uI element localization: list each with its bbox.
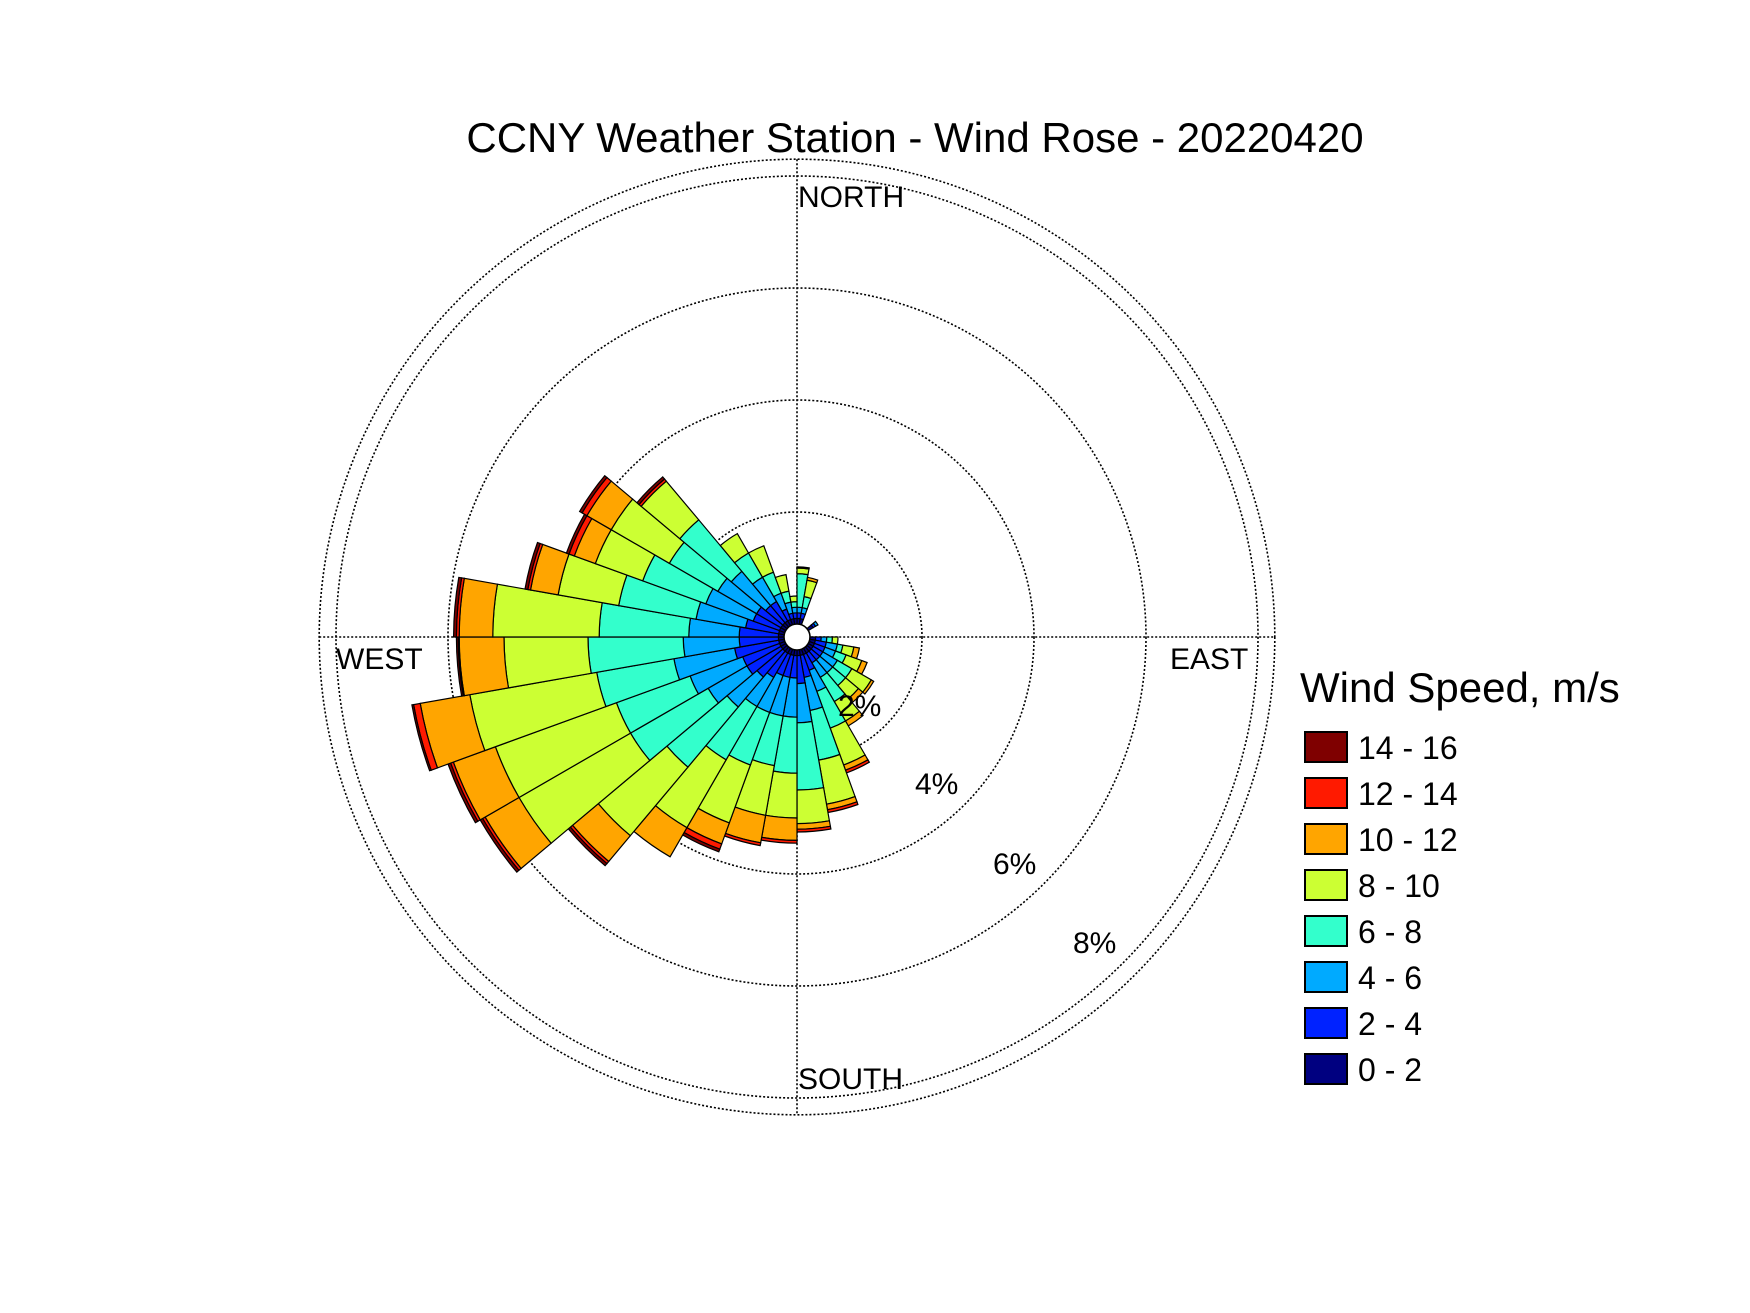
petal-185deg-bin-5 xyxy=(761,814,798,842)
petal-345deg-bin-4 xyxy=(774,573,790,594)
petal-285deg-bin-7 xyxy=(524,541,541,591)
legend-label-1: 12 - 14 xyxy=(1358,776,1458,812)
center-hole xyxy=(783,623,811,651)
ring-label-8: 8% xyxy=(1073,927,1116,960)
ring-label-6: 6% xyxy=(993,848,1036,881)
legend-label-2: 10 - 12 xyxy=(1358,822,1458,858)
label-north: NORTH xyxy=(798,181,904,214)
legend-swatch-1 xyxy=(1304,777,1348,809)
legend-swatch-3 xyxy=(1304,869,1348,901)
legend-swatch-5 xyxy=(1304,961,1348,993)
petal-335deg-bin-4 xyxy=(747,545,775,579)
legend-label-5: 4 - 6 xyxy=(1358,960,1422,996)
ring-label-4: 4% xyxy=(915,768,958,801)
petal-275deg-bin-5 xyxy=(458,577,499,638)
label-west: WEST xyxy=(336,643,423,676)
legend: Wind Speed, m/s 14 - 16 12 - 14 10 - 12 8 -… xyxy=(1300,664,1620,1088)
legend-swatch-6 xyxy=(1304,1007,1348,1039)
legend-swatch-2 xyxy=(1304,823,1348,855)
petal-175deg-bin-4 xyxy=(796,787,831,825)
chart-title: CCNY Weather Station - Wind Rose - 20220… xyxy=(466,114,1363,161)
label-east: EAST xyxy=(1170,643,1248,676)
legend-title: Wind Speed, m/s xyxy=(1300,664,1620,711)
petal-265deg-bin-5 xyxy=(458,636,510,697)
petal-15deg-bin-5 xyxy=(806,576,819,584)
wind-rose-petals xyxy=(411,474,875,873)
petal-315deg-bin-7 xyxy=(636,476,666,506)
label-south: SOUTH xyxy=(798,1063,903,1096)
petal-255deg-bin-7 xyxy=(411,703,432,772)
legend-label-3: 8 - 10 xyxy=(1358,868,1440,904)
petal-55deg-bin-2 xyxy=(812,620,819,628)
petal-15deg-bin-4 xyxy=(803,579,818,600)
legend-swatch-0 xyxy=(1304,731,1348,763)
petal-305deg-bin-7 xyxy=(578,474,608,514)
petal-5deg-bin-5 xyxy=(796,566,810,570)
legend-label-7: 0 - 2 xyxy=(1358,1052,1422,1088)
petal-125deg-bin-5 xyxy=(861,679,875,695)
legend-label-4: 6 - 8 xyxy=(1358,914,1422,950)
legend-swatch-7 xyxy=(1304,1053,1348,1085)
petal-325deg-bin-4 xyxy=(719,532,750,564)
petal-355deg-bin-4 xyxy=(789,595,798,603)
grid-ring-6 xyxy=(447,287,1147,987)
petal-275deg-bin-7 xyxy=(452,576,463,638)
legend-label-0: 14 - 16 xyxy=(1358,730,1458,766)
legend-swatch-4 xyxy=(1304,915,1348,947)
ring-label-2: 2% xyxy=(838,690,881,723)
legend-label-6: 2 - 4 xyxy=(1358,1006,1422,1042)
